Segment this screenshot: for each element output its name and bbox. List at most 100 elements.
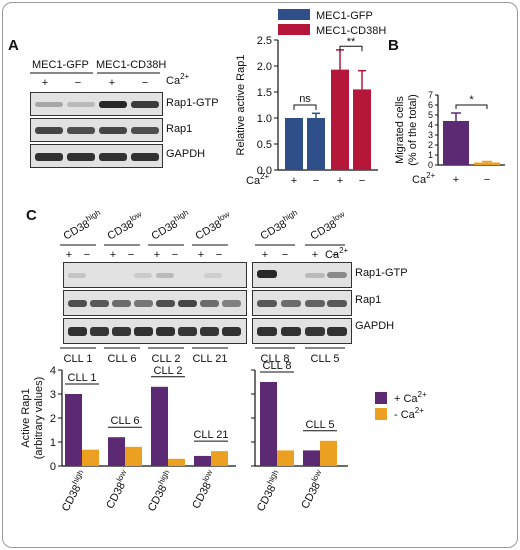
ns-bracket xyxy=(293,104,317,110)
blot-c-right-rap1 xyxy=(252,290,352,316)
blot-band xyxy=(156,327,175,336)
blot-band xyxy=(134,273,152,278)
x-tick-label: + xyxy=(291,175,297,187)
x-tick-label: CD38low xyxy=(297,468,329,511)
y-tick-label: 0.0 xyxy=(257,165,272,177)
blot-a-row-gapdh: GAPDH xyxy=(166,148,205,160)
legend-swatch xyxy=(278,24,310,35)
bar xyxy=(307,118,325,170)
x-tick-label: CD38low xyxy=(102,468,134,511)
y-tick-label: 6 xyxy=(428,100,433,110)
bar-minus-ca xyxy=(320,440,337,466)
legend-label: + Ca2+ xyxy=(394,390,427,405)
blot-c-lane: + xyxy=(262,249,268,261)
y-tick-label: 5 xyxy=(428,110,433,120)
blot-c-lane: − xyxy=(216,249,222,261)
blot-band xyxy=(35,153,63,161)
blot-band xyxy=(67,127,95,134)
y-tick-label: 3 xyxy=(428,130,433,140)
blot-band xyxy=(67,153,95,161)
bar xyxy=(474,162,500,165)
blot-a-row-rap1: Rap1 xyxy=(166,123,192,135)
y-tick-label: 4 xyxy=(50,365,56,377)
y-tick-label: 4 xyxy=(428,120,433,130)
blot-c-row-rap1gtp: Rap1-GTP xyxy=(355,267,408,279)
blot-band xyxy=(131,101,159,108)
bar-minus-ca xyxy=(277,450,294,466)
y-tick-label: 2 xyxy=(428,140,433,150)
blot-band xyxy=(90,327,109,336)
blot-c-row-gapdh: GAPDH xyxy=(355,320,394,332)
bar-minus-ca xyxy=(125,446,142,466)
legend-swatch xyxy=(375,392,387,404)
legend-swatch xyxy=(375,408,387,420)
blot-c-row-rap1: Rap1 xyxy=(355,294,381,306)
bar-minus-ca xyxy=(168,458,185,466)
y-tick-label: 0.5 xyxy=(257,139,272,151)
bar xyxy=(285,118,303,170)
panel-label-a: A xyxy=(8,37,19,54)
blot-band xyxy=(99,153,127,161)
svg-text:Ca2+: Ca2+ xyxy=(325,246,349,261)
blot-a-group-1: MEC1-GFP xyxy=(32,59,89,71)
panel-label-c: C xyxy=(26,207,37,224)
blot-a-lane-3: + xyxy=(109,77,115,89)
blot-c-patient: CLL 21 xyxy=(192,353,227,365)
blot-c-lane: − xyxy=(128,249,134,261)
blot-c-lane: + xyxy=(110,249,116,261)
bar xyxy=(331,69,349,170)
blot-band xyxy=(112,327,131,336)
blot-band xyxy=(67,102,95,107)
blot-a-ca-sup: 2+ xyxy=(180,72,189,81)
patient-label: CLL 1 xyxy=(68,372,97,384)
blot-a-group-2: MEC1-CD38H xyxy=(96,59,166,71)
panel-c-charts: 0 1 2 3 4 Active Rap1 (arbitrary values) CLL 1 C… xyxy=(20,360,427,514)
x-tick-label: − xyxy=(313,175,319,187)
blot-band xyxy=(204,273,222,278)
y-tick-label: 1 xyxy=(50,437,56,449)
blot-band xyxy=(222,327,241,336)
blot-a-lane-2: − xyxy=(75,77,81,89)
blot-band xyxy=(257,327,277,336)
blot-band xyxy=(99,101,127,108)
patient-label: CLL 6 xyxy=(111,415,140,427)
bar xyxy=(443,121,469,165)
blot-band xyxy=(222,300,241,307)
blot-c-lane: + xyxy=(312,249,318,261)
y-tick-label: 3 xyxy=(50,389,56,401)
x-tick-label: − xyxy=(484,174,490,186)
blot-a-lane-4: − xyxy=(142,77,148,89)
y-tick-label: 1.0 xyxy=(257,113,272,125)
blot-a-rap1 xyxy=(30,118,163,142)
blot-band xyxy=(305,300,325,307)
blot-c-lane: − xyxy=(84,249,90,261)
blot-band xyxy=(99,127,127,134)
patient-label: CLL 5 xyxy=(306,419,335,431)
legend-label: MEC1-CD38H xyxy=(316,25,386,37)
blot-band xyxy=(281,300,301,307)
blot-band xyxy=(281,327,301,336)
y-axis-label-line1: Active Rap1 xyxy=(20,388,32,447)
x-tick-label: + xyxy=(453,174,459,186)
blot-a-rap1gtp xyxy=(30,92,163,116)
patient-label: CLL 2 xyxy=(154,365,183,377)
blot-band xyxy=(131,153,159,161)
legend-label: MEC1-GFP xyxy=(316,10,373,22)
bar-plus-ca xyxy=(260,382,277,466)
blot-band xyxy=(112,300,131,307)
x-axis-label: Ca2+ xyxy=(246,172,270,187)
blot-c-lane: + xyxy=(154,249,160,261)
y-axis-label: Relative active Rap1 xyxy=(235,55,247,156)
blot-a-lane-1: + xyxy=(42,77,48,89)
blot-band xyxy=(68,300,87,307)
blot-c-header: CD38low xyxy=(307,209,349,242)
blot-c-patient: CLL 2 xyxy=(152,353,181,365)
blot-band xyxy=(327,272,347,278)
blot-c-patient: CLL 8 xyxy=(261,353,290,365)
blot-band xyxy=(200,327,219,336)
x-tick-label: CD38low xyxy=(188,468,220,511)
bar-minus-ca xyxy=(82,449,99,466)
blot-c-patient: CLL 1 xyxy=(64,353,93,365)
